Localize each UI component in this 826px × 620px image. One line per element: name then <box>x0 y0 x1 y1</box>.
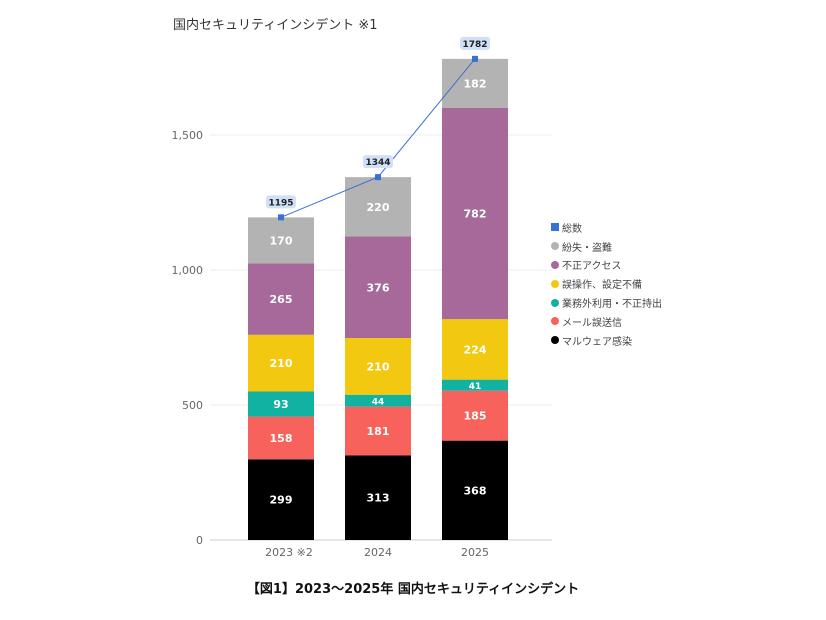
figure-caption: 【図1】2023～2025年 国内セキュリティインシデント <box>246 582 580 597</box>
y-tick-label: 1,500 <box>172 129 204 142</box>
data-label: 265 <box>270 293 293 306</box>
legend-label: 不正アクセス <box>562 261 622 273</box>
legend-item: 不正アクセス <box>551 256 662 275</box>
legend-label: 業務外利用・不正持出 <box>562 299 662 311</box>
legend: 総数紛失・盗難不正アクセス誤操作、設定不備業務外利用・不正持出 メール誤送信 マルウ… <box>551 218 662 350</box>
data-label: 181 <box>367 425 390 438</box>
legend-swatch <box>551 298 559 307</box>
data-label: 376 <box>367 281 390 294</box>
total-point <box>375 174 381 181</box>
bar-segment <box>248 459 314 540</box>
legend-item: マルウェア感染 <box>551 331 662 350</box>
bar-segment <box>345 236 411 339</box>
data-label: 210 <box>367 360 390 373</box>
data-label: 313 <box>367 492 390 505</box>
legend-item: 業務外利用・不正持出 <box>551 293 662 312</box>
bar-segment <box>248 416 314 460</box>
data-label: 210 <box>270 357 293 370</box>
bar-segment <box>248 263 314 335</box>
total-label: 1195 <box>268 198 293 208</box>
legend-label: マルウェア感染 <box>562 336 632 348</box>
total-point <box>472 55 478 62</box>
legend-label: メール誤送信 <box>562 317 622 329</box>
total-label: 1782 <box>462 40 487 50</box>
bar-segment <box>442 319 508 380</box>
bar-segment <box>442 108 508 320</box>
bar-segment <box>442 390 508 441</box>
legend-label: 紛失・盗難 <box>562 242 612 254</box>
data-label: 782 <box>464 208 487 221</box>
y-tick-label: 0 <box>196 534 203 547</box>
x-tick-label: 2023 ※2 <box>265 546 313 559</box>
total-label: 1344 <box>365 158 390 168</box>
total-label-bg <box>460 36 490 50</box>
legend-swatch <box>551 317 559 326</box>
data-label: 44 <box>372 398 385 408</box>
data-label: 93 <box>273 398 288 411</box>
legend-label: 誤操作、設定不備 <box>562 280 642 292</box>
bar-segment <box>442 379 508 391</box>
data-label: 185 <box>464 410 487 423</box>
bar-segment <box>345 394 411 407</box>
data-label: 158 <box>270 432 293 445</box>
x-tick-label: 2024 <box>364 546 392 559</box>
bar-segment <box>442 58 508 108</box>
bar-segment <box>248 391 314 417</box>
legend-item: 紛失・盗難 <box>551 237 662 256</box>
legend-swatch <box>551 336 559 345</box>
bar-segment <box>345 406 411 456</box>
data-label: 41 <box>469 382 482 392</box>
legend-swatch <box>551 223 559 232</box>
bar-segment <box>248 217 314 264</box>
bar-segment <box>442 440 508 540</box>
total-label-bg <box>363 155 393 169</box>
data-label: 170 <box>270 234 293 247</box>
data-label: 224 <box>464 343 487 356</box>
chart-title: 国内セキュリティインシデント ※1 <box>173 18 378 33</box>
legend-item: 誤操作、設定不備 <box>551 274 662 293</box>
bar-segment <box>345 455 411 540</box>
bar-segment <box>345 177 411 237</box>
data-label: 368 <box>464 484 487 497</box>
data-label: 220 <box>367 201 390 214</box>
data-label: 182 <box>464 77 487 90</box>
legend-label: 総数 <box>562 223 582 235</box>
total-label-bg <box>266 195 296 209</box>
x-tick-label: 2025 <box>461 546 489 559</box>
bar-segment <box>345 338 411 395</box>
legend-item: 総数 <box>551 218 662 237</box>
bar-segment <box>248 334 314 392</box>
data-label: 299 <box>270 494 293 507</box>
legend-item: メール誤送信 <box>551 312 662 331</box>
legend-swatch <box>551 279 559 288</box>
legend-swatch <box>551 242 559 251</box>
total-point <box>278 214 284 221</box>
y-tick-label: 500 <box>182 399 203 412</box>
legend-swatch <box>551 260 559 269</box>
y-tick-label: 1,000 <box>172 264 204 277</box>
